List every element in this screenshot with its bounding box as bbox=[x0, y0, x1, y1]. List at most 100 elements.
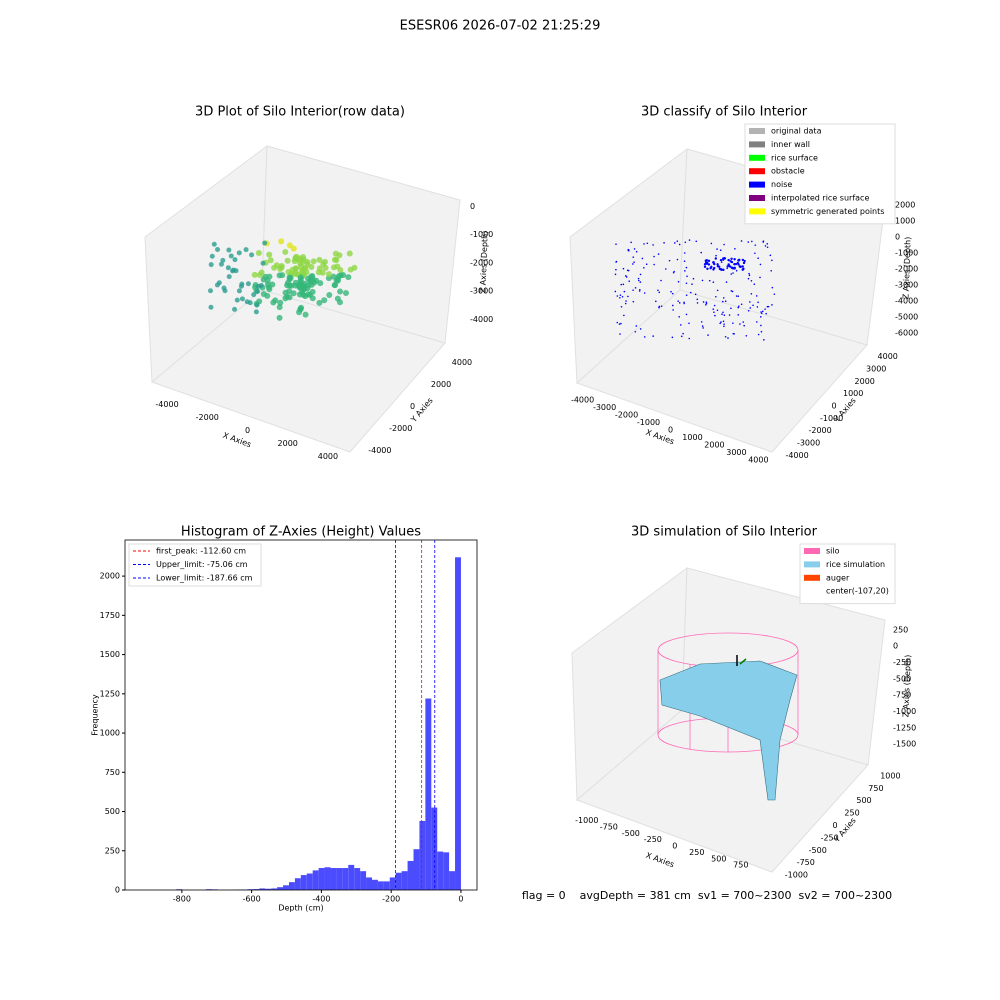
point-decoration bbox=[315, 269, 322, 276]
point-decoration bbox=[239, 296, 245, 302]
y-tick-label: 250 bbox=[844, 809, 859, 818]
point-decoration bbox=[316, 256, 323, 263]
point-decoration bbox=[304, 261, 311, 268]
bar bbox=[300, 875, 307, 890]
point-decoration bbox=[750, 279, 753, 282]
y-tick-label: 1250 bbox=[100, 689, 120, 698]
point-decoration bbox=[652, 244, 654, 246]
x-tick-label: 750 bbox=[733, 861, 748, 870]
point-decoration bbox=[625, 276, 628, 278]
point-decoration bbox=[630, 241, 632, 244]
z-tick-label: -2000 bbox=[470, 258, 493, 267]
point-decoration bbox=[646, 242, 649, 245]
point-decoration bbox=[249, 252, 255, 258]
point-decoration bbox=[300, 254, 307, 261]
point-decoration bbox=[695, 240, 698, 243]
point-decoration bbox=[722, 297, 725, 299]
point-decoration bbox=[337, 272, 344, 279]
x-tick-label: 0 bbox=[672, 842, 677, 851]
point-decoration bbox=[277, 266, 284, 273]
bar bbox=[419, 820, 426, 890]
y-tick-label: 0 bbox=[115, 886, 120, 895]
point-decoration bbox=[742, 261, 746, 265]
point-decoration bbox=[749, 307, 752, 309]
bar bbox=[449, 871, 456, 890]
point-decoration bbox=[266, 273, 273, 280]
bar bbox=[283, 885, 289, 890]
point-decoration bbox=[732, 332, 735, 335]
point-decoration bbox=[761, 310, 764, 313]
bar bbox=[413, 849, 420, 890]
x-tick-label: 2000 bbox=[278, 439, 298, 448]
bar bbox=[383, 881, 390, 890]
point-decoration bbox=[764, 245, 767, 247]
point-decoration bbox=[716, 248, 718, 250]
legend-swatch bbox=[804, 561, 820, 568]
x-tick-label: -800 bbox=[173, 895, 191, 904]
point-decoration bbox=[747, 309, 750, 312]
bar bbox=[360, 871, 367, 890]
point-decoration bbox=[635, 325, 638, 327]
point-decoration bbox=[660, 305, 663, 307]
point-decoration bbox=[735, 269, 738, 272]
x-tick-label: 3000 bbox=[726, 448, 746, 457]
point-decoration bbox=[301, 280, 308, 287]
point-decoration bbox=[619, 294, 622, 296]
point-decoration bbox=[624, 302, 627, 305]
suptitle: ESESR06 2026-07-02 21:25:29 bbox=[400, 19, 601, 34]
point-decoration bbox=[645, 263, 648, 266]
point-decoration bbox=[247, 300, 253, 306]
legend-box bbox=[128, 543, 262, 587]
point-decoration bbox=[738, 305, 740, 307]
point-decoration bbox=[725, 281, 728, 283]
legend-swatch bbox=[749, 195, 765, 201]
point-decoration bbox=[639, 273, 642, 276]
point-decoration bbox=[756, 321, 758, 323]
point-decoration bbox=[321, 297, 328, 304]
bar bbox=[377, 881, 384, 890]
y-tick-label: 3000 bbox=[866, 365, 886, 374]
y-axis-label: Frequency bbox=[91, 694, 100, 736]
point-decoration bbox=[715, 295, 717, 298]
point-decoration bbox=[752, 304, 754, 307]
point-decoration bbox=[658, 291, 661, 294]
point-decoration bbox=[346, 250, 353, 257]
chart-title: 3D Plot of Silo Interior(row data) bbox=[195, 105, 405, 120]
point-decoration bbox=[309, 276, 316, 283]
point-decoration bbox=[763, 339, 765, 341]
point-decoration bbox=[643, 243, 645, 245]
pane bbox=[151, 289, 446, 453]
point-decoration bbox=[345, 274, 352, 281]
point-decoration bbox=[684, 241, 687, 244]
point-decoration bbox=[628, 280, 631, 283]
point-decoration bbox=[734, 247, 736, 250]
bar bbox=[348, 864, 355, 890]
z-tick-label: -1500 bbox=[893, 740, 916, 749]
point-decoration bbox=[730, 260, 734, 264]
point-decoration bbox=[623, 314, 625, 317]
point-decoration bbox=[620, 283, 623, 286]
point-decoration bbox=[232, 306, 238, 312]
point-decoration bbox=[671, 336, 674, 339]
point-decoration bbox=[632, 289, 634, 291]
point-decoration bbox=[688, 239, 691, 241]
point-decoration bbox=[220, 257, 226, 263]
point-decoration bbox=[716, 264, 720, 268]
point-decoration bbox=[614, 273, 617, 276]
point-decoration bbox=[702, 327, 704, 329]
point-decoration bbox=[342, 289, 349, 296]
point-decoration bbox=[769, 254, 772, 257]
x-tick-label: 0 bbox=[245, 426, 250, 435]
point-decoration bbox=[702, 301, 705, 303]
y-tick-label: 2000 bbox=[431, 380, 451, 389]
point-decoration bbox=[716, 263, 719, 266]
bar bbox=[366, 877, 372, 890]
point-decoration bbox=[309, 295, 316, 302]
point-decoration bbox=[282, 248, 289, 255]
point-decoration bbox=[614, 290, 617, 293]
point-decoration bbox=[251, 292, 257, 298]
legend-label: Lower_limit: -187.66 cm bbox=[156, 574, 253, 583]
bar bbox=[425, 698, 432, 890]
z-tick-label: -3000 bbox=[470, 287, 493, 296]
point-decoration bbox=[623, 290, 626, 293]
